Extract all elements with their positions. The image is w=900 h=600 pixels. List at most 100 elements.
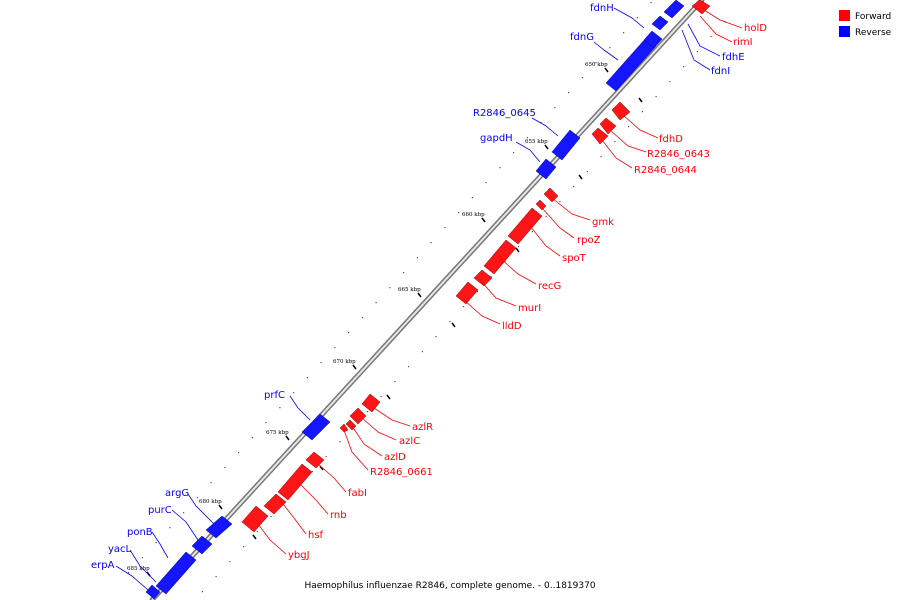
gene-fdnH-b[interactable] xyxy=(651,15,669,31)
track-dot xyxy=(339,441,341,443)
track-dot xyxy=(650,2,652,4)
tick-mark xyxy=(386,394,391,400)
label-R2846_0661[interactable]: R2846_0661 xyxy=(370,467,433,478)
gene-ybgJ[interactable] xyxy=(241,505,269,533)
gene-R2846_0661[interactable] xyxy=(339,423,349,433)
label-spoT[interactable]: spoT xyxy=(562,253,587,264)
track-dot xyxy=(155,542,157,544)
track-dot xyxy=(683,66,685,68)
gene-gapdH[interactable] xyxy=(535,158,557,180)
tick-label: 675 kbp xyxy=(266,430,289,436)
tick-label: 665 kbp xyxy=(398,287,421,293)
track-dot xyxy=(366,411,368,413)
track-dot xyxy=(614,141,616,143)
tick-mark xyxy=(352,364,357,370)
label-rnb[interactable]: rnb xyxy=(330,510,347,521)
track-dot xyxy=(636,17,638,19)
gene-azlR[interactable] xyxy=(361,393,381,413)
label-holD[interactable]: holD xyxy=(744,23,767,34)
track-dot xyxy=(293,392,295,394)
label-fdhE[interactable]: fdhE xyxy=(722,52,745,63)
track-dot xyxy=(210,482,212,484)
track-dot xyxy=(306,377,308,379)
label-fdhD[interactable]: fdhD xyxy=(659,134,683,145)
track-dot xyxy=(586,171,588,173)
gene-erpA[interactable] xyxy=(145,584,161,600)
label-fdnG[interactable]: fdnG xyxy=(570,32,594,43)
track-dot xyxy=(348,332,350,334)
gene-rpoZ[interactable] xyxy=(535,199,547,211)
gene-rnb[interactable] xyxy=(277,463,313,501)
track-dot xyxy=(201,591,203,593)
tick-mark xyxy=(285,435,290,441)
track-dot xyxy=(526,137,528,139)
gene-hsf[interactable] xyxy=(263,493,287,515)
gene-gmk[interactable] xyxy=(543,187,559,203)
gene-R2846_0645[interactable] xyxy=(551,129,581,161)
kbp-ticks: 650 kbp 655 kbp 660 kbp 665 kbp 670 kbp 675 k… xyxy=(127,62,643,577)
gene-murI[interactable] xyxy=(473,269,493,287)
gene-fabI[interactable] xyxy=(305,451,325,469)
label-gapdH[interactable]: gapdH xyxy=(480,133,513,144)
label-azlD[interactable]: azlD xyxy=(384,452,406,463)
label-fdnH[interactable]: fdnH xyxy=(590,3,614,14)
gene-azlD[interactable] xyxy=(345,419,357,431)
label-ponB[interactable]: ponB xyxy=(127,527,153,538)
label-rpoZ[interactable]: rpoZ xyxy=(577,235,601,246)
label-gmk[interactable]: gmk xyxy=(592,217,614,228)
tick-label: 660 kbp xyxy=(462,212,485,218)
label-fdnI[interactable]: fdnI xyxy=(711,66,730,77)
label-lldD[interactable]: lldD xyxy=(502,321,522,332)
gene-azlC[interactable] xyxy=(349,407,367,425)
gene-fdnH[interactable] xyxy=(663,0,685,19)
label-R2846_0645[interactable]: R2846_0645 xyxy=(473,108,536,119)
label-fabI[interactable]: fabI xyxy=(348,488,367,499)
gene-R2846_0644[interactable] xyxy=(591,127,609,145)
gene-features xyxy=(145,0,711,600)
tick-label: 670 kbp xyxy=(333,359,356,365)
gene-prfC[interactable] xyxy=(301,413,331,441)
label-rimI[interactable]: rimI xyxy=(733,37,753,48)
gene-recG[interactable] xyxy=(483,239,517,275)
label-murI[interactable]: murI xyxy=(518,303,541,314)
gene-fdnG-b[interactable] xyxy=(643,30,663,49)
track-dot xyxy=(389,287,391,289)
gene-argG[interactable] xyxy=(205,515,233,539)
label-hsf[interactable]: hsf xyxy=(308,530,324,541)
label-azlR[interactable]: azlR xyxy=(412,422,433,433)
track-dot xyxy=(518,246,520,248)
gene-lldD[interactable] xyxy=(455,281,479,305)
label-ybgJ[interactable]: ybgJ xyxy=(288,550,310,561)
track-dot xyxy=(375,302,377,304)
legend-reverse-swatch xyxy=(839,26,850,37)
gene-R2846_0643[interactable] xyxy=(599,117,617,135)
backbone xyxy=(149,0,705,600)
tick-mark xyxy=(638,97,643,103)
label-recG[interactable]: recG xyxy=(538,281,561,292)
track-dot xyxy=(531,231,533,233)
track-dot xyxy=(265,422,267,424)
label-azlC[interactable]: azlC xyxy=(399,436,420,447)
gene-labels: holD rimI fdhE fdnI fdnH fdnG fdhD R2846… xyxy=(91,3,767,571)
label-R2846_0644[interactable]: R2846_0644 xyxy=(634,165,697,176)
gene-spoT[interactable] xyxy=(507,207,543,245)
gene-purC[interactable] xyxy=(191,535,213,555)
label-purC[interactable]: purC xyxy=(148,505,172,516)
track-dot xyxy=(408,366,410,368)
tick-label: 650 kbp xyxy=(585,62,608,68)
track-dot xyxy=(568,92,570,94)
gene-ponB[interactable] xyxy=(155,551,197,595)
track-dot xyxy=(499,167,501,169)
label-erpA[interactable]: erpA xyxy=(91,560,115,571)
label-yacL[interactable]: yacL xyxy=(108,544,132,555)
label-prfC[interactable]: prfC xyxy=(264,390,285,401)
label-R2846_0643[interactable]: R2846_0643 xyxy=(647,149,710,160)
label-argG[interactable]: argG xyxy=(165,488,189,499)
outer-dot-track xyxy=(128,2,652,574)
track-dot xyxy=(270,516,272,518)
track-dot xyxy=(490,276,492,278)
gene-fdhD[interactable] xyxy=(611,101,631,121)
gene-fdnG[interactable] xyxy=(605,37,657,92)
tick-mark xyxy=(604,67,609,73)
